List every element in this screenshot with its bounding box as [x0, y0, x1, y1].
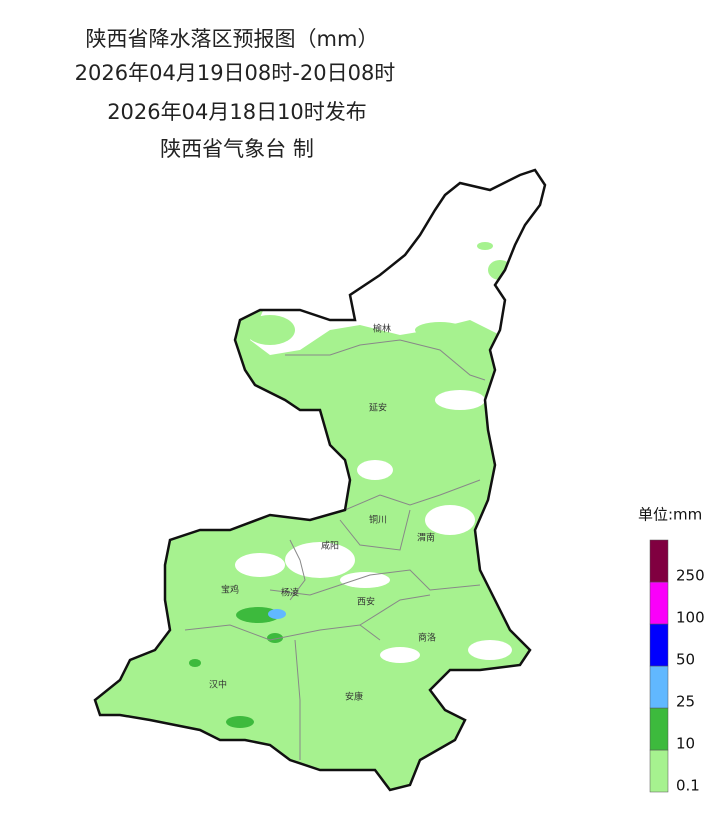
rain-10 [267, 633, 283, 643]
legend-label: 250 [676, 567, 705, 585]
city-label: 汉中 [209, 679, 227, 691]
city-label: 铜川 [369, 514, 387, 526]
city-label: 咸阳 [321, 540, 339, 552]
border [359, 594, 431, 626]
city-labels: 榆林 延安 铜川 渭南 咸阳 宝鸡 杨凌 西安 商洛 汉中 安康 [209, 323, 436, 703]
border [269, 569, 481, 596]
city-label: 西安 [357, 596, 375, 608]
dry-patch [435, 390, 485, 410]
legend-swatch [649, 539, 669, 583]
city-label: 宝鸡 [221, 584, 239, 596]
city-label: 榆林 [373, 323, 391, 335]
legend: 0.1 10 25 50 100 250 [649, 539, 705, 795]
issuer: 陕西省气象台 制 [160, 137, 314, 161]
legend-swatch [649, 665, 669, 709]
border [184, 624, 381, 641]
legend-swatch [649, 581, 669, 625]
legend-label: 25 [676, 693, 695, 711]
city-label: 渭南 [417, 532, 435, 544]
rain-10 [189, 659, 201, 667]
city-label: 延安 [369, 402, 387, 414]
border [294, 639, 301, 760]
legend-title: 单位:mm [638, 506, 702, 524]
dry-patch [357, 460, 393, 480]
legend-swatch [649, 623, 669, 667]
city-label: 杨凌 [281, 587, 299, 599]
city-borders [184, 339, 486, 760]
legend-label: 50 [676, 651, 695, 669]
border [285, 339, 486, 381]
border [344, 479, 481, 511]
rain-area [95, 170, 545, 790]
rain-10 [236, 607, 280, 623]
border [339, 509, 411, 551]
issued: 2026年04月18日10时发布 [107, 100, 367, 124]
dry-patch [340, 572, 390, 588]
rain-patch [477, 242, 493, 250]
dry-patch [380, 647, 420, 663]
legend-label: 0.1 [676, 777, 700, 795]
city-label: 安康 [345, 691, 363, 703]
period: 2026年04月19日08时-20日08时 [75, 61, 396, 85]
legend-label: 100 [676, 609, 705, 627]
dry-patch [468, 640, 512, 660]
border [289, 539, 306, 601]
rain-patch [415, 322, 465, 338]
dry-north [250, 170, 545, 355]
rain-25 [268, 609, 286, 619]
legend-swatch [649, 749, 669, 793]
dry-patch [425, 505, 475, 535]
dry-patch [235, 553, 285, 577]
city-label: 商洛 [418, 632, 436, 644]
title: 陕西省降水落区预报图（mm） [86, 27, 379, 51]
rain-10 [226, 716, 254, 728]
legend-swatch [649, 707, 669, 751]
legend-label: 10 [676, 735, 695, 753]
rain-patch [245, 315, 295, 345]
